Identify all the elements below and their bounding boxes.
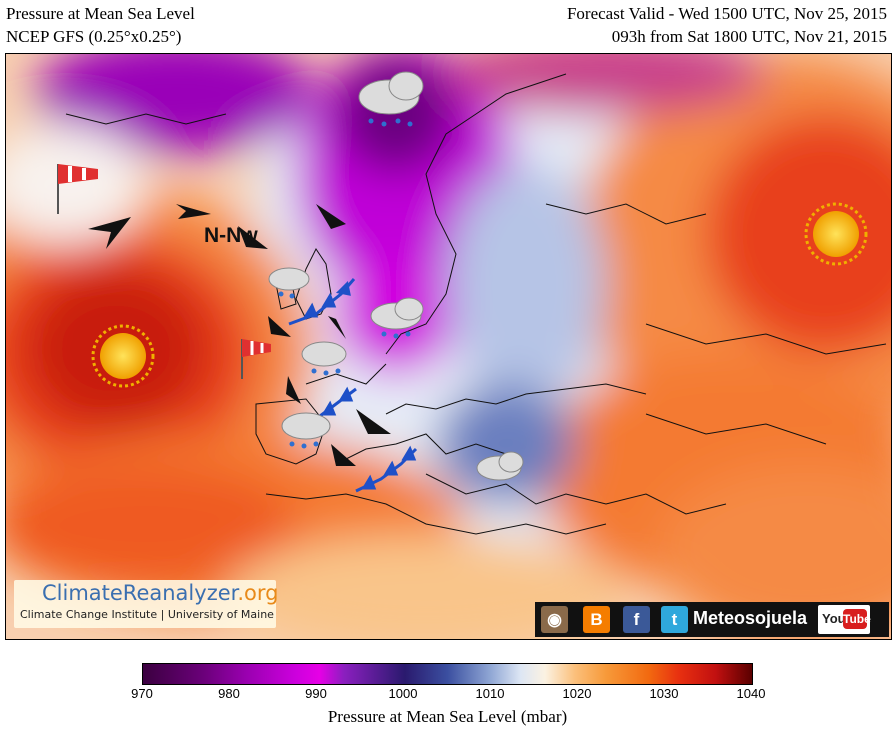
title-block-right: Forecast Valid - Wed 1500 UTC, Nov 25, 2… [567, 2, 887, 48]
pressure-map: N-Nw [5, 53, 892, 640]
blogger-icon[interactable]: B [583, 606, 610, 633]
wind-arrow [88, 204, 391, 466]
rain-cloud-icon [370, 297, 424, 339]
title-block-left: Pressure at Mean Sea Level NCEP GFS (0.2… [6, 2, 195, 48]
twitter-icon[interactable]: t [661, 606, 688, 633]
rain-cloud-icon [358, 71, 424, 127]
model-name: NCEP GFS (0.25°x0.25°) [6, 27, 182, 46]
map-title: Pressure at Mean Sea Level [6, 4, 195, 23]
colorbar-label: Pressure at Mean Sea Level (mbar) [327, 707, 568, 726]
account-name: Meteosojuela [693, 608, 808, 628]
youtube-icon[interactable]: You Tube [818, 605, 871, 634]
forecast-init-time: 093h from Sat 1800 UTC, Nov 21, 2015 [611, 27, 887, 46]
colorbar [142, 663, 753, 685]
windsock-icon [57, 164, 98, 214]
rain-cloud-icon [301, 341, 347, 376]
colorbar-tick: 1030 [649, 686, 679, 701]
rain-cloud-icon [476, 451, 524, 481]
cold-front [288, 278, 418, 493]
sun-icon [804, 202, 868, 266]
pressure-field [6, 54, 891, 639]
colorbar-tick: 1000 [388, 686, 418, 701]
instagram-icon[interactable]: ◉ [541, 606, 568, 633]
brand-name-part2: .org [237, 581, 279, 605]
wind-direction-label: N-Nw [204, 224, 258, 247]
colorbar-tick: 1040 [736, 686, 766, 701]
brand-name: ClimateReanalyzer.org [42, 581, 278, 605]
colorbar-tick: 990 [305, 686, 327, 701]
colorbar-tick: 970 [131, 686, 153, 701]
rain-cloud-icon [281, 412, 331, 449]
facebook-icon[interactable]: f [623, 606, 650, 633]
colorbar-tick: 980 [218, 686, 240, 701]
colorbar-tick: 1010 [475, 686, 505, 701]
windsock-icon [241, 339, 271, 379]
sun-icon [91, 324, 155, 388]
brand-name-part1: ClimateReanalyzer [42, 581, 238, 605]
brand-credit: Climate Change Institute | University of… [20, 608, 274, 621]
forecast-valid-time: Forecast Valid - Wed 1500 UTC, Nov 25, 2… [566, 4, 887, 23]
social-bar: ◉ B f t Meteosojuela You Tube [535, 602, 889, 637]
colorbar-tick: 1020 [562, 686, 592, 701]
youtube-tube: Tube [843, 609, 871, 629]
climate-reanalyzer-logo: ClimateReanalyzer.org Climate Change Ins… [14, 580, 278, 628]
rain-cloud-icon [268, 267, 310, 299]
youtube-you: You [822, 611, 846, 626]
